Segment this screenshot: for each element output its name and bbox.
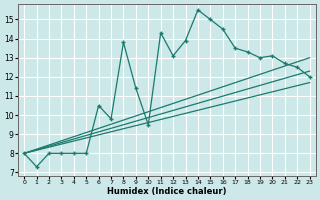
X-axis label: Humidex (Indice chaleur): Humidex (Indice chaleur) (107, 187, 227, 196)
